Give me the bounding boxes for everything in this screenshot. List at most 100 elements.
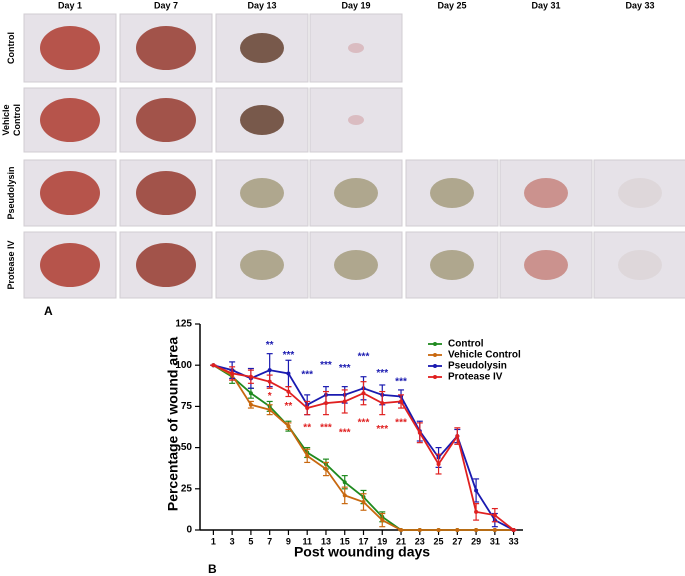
significance-label: *** [339, 363, 351, 374]
x-tick-label: 19 [377, 536, 387, 546]
wound [334, 250, 378, 280]
wound [334, 178, 378, 208]
x-tick-label: 5 [248, 536, 253, 546]
x-tick-label: 15 [340, 536, 350, 546]
significance-label: ** [285, 401, 293, 412]
significance-label: *** [376, 368, 388, 379]
data-point [248, 374, 253, 379]
data-point [492, 513, 497, 518]
data-point [417, 528, 422, 532]
y-tick-label: 100 [175, 360, 192, 371]
data-point [436, 528, 441, 532]
x-tick-label: 27 [452, 536, 462, 546]
data-point [399, 528, 404, 532]
significance-label: *** [358, 352, 370, 363]
data-point [305, 453, 310, 458]
row-label-line: Control [6, 32, 16, 64]
x-tick-label: 1 [211, 536, 216, 546]
data-point [286, 389, 291, 394]
significance-label: * [268, 391, 272, 402]
data-point [323, 467, 328, 472]
significance-label: *** [320, 360, 332, 371]
row-label-line: Protease IV [6, 240, 16, 289]
data-point [342, 480, 347, 485]
data-point [323, 401, 328, 406]
y-axis-label: Percentage of wound area [165, 337, 181, 511]
data-point [342, 399, 347, 404]
data-point [455, 528, 460, 532]
data-point [511, 528, 516, 532]
wound [136, 98, 196, 142]
y-tick-label: 25 [181, 483, 193, 494]
data-point [248, 402, 253, 407]
legend-marker [433, 342, 437, 346]
legend-label: Protease IV [448, 372, 503, 383]
significance-label: ** [303, 422, 311, 433]
data-point [399, 399, 404, 404]
wound [40, 171, 100, 215]
data-point [492, 528, 497, 532]
wound [136, 171, 196, 215]
wound [40, 26, 100, 70]
x-axis-label: Post wounding days [294, 544, 430, 560]
data-point [267, 379, 272, 384]
row-label-line: Control [12, 104, 22, 136]
x-tick-label: 21 [396, 536, 406, 546]
data-point [305, 406, 310, 411]
wound [348, 115, 364, 125]
significance-label: *** [395, 418, 407, 429]
x-tick-label: 17 [358, 536, 368, 546]
wound [348, 43, 364, 53]
data-point [286, 424, 291, 429]
data-point [380, 401, 385, 406]
column-header: Day 13 [247, 0, 276, 10]
significance-label: *** [320, 422, 332, 433]
significance-label: *** [395, 376, 407, 387]
row-label: Control [6, 32, 16, 64]
data-point [286, 371, 291, 376]
wound [524, 178, 568, 208]
y-tick-label: 50 [181, 442, 193, 453]
wound [240, 105, 284, 135]
wound [240, 250, 284, 280]
column-header: Day 19 [341, 0, 370, 10]
column-header: Day 1 [58, 0, 82, 10]
data-point [474, 509, 479, 514]
x-tick-label: 31 [490, 536, 500, 546]
legend-marker [433, 364, 437, 368]
column-header: Day 7 [154, 0, 178, 10]
wound [430, 178, 474, 208]
x-tick-label: 7 [267, 536, 272, 546]
data-point [361, 499, 366, 504]
wound [40, 243, 100, 287]
significance-label: ** [266, 340, 274, 351]
data-point [248, 391, 253, 396]
legend-marker [433, 375, 437, 379]
column-header: Day 33 [625, 0, 654, 10]
x-tick-label: 23 [415, 536, 425, 546]
x-tick-label: 9 [286, 536, 291, 546]
row-label: Protease IV [6, 240, 16, 289]
y-tick-label: 75 [181, 401, 193, 412]
significance-label: *** [339, 427, 351, 438]
wound [524, 250, 568, 280]
x-tick-label: 13 [321, 536, 331, 546]
wound [618, 178, 662, 208]
panel-label: A [44, 304, 53, 318]
data-point [230, 371, 235, 376]
significance-label: *** [376, 424, 388, 435]
panel-label: B [208, 562, 217, 576]
data-point [361, 391, 366, 396]
significance-label: *** [358, 418, 370, 429]
x-tick-label: 33 [509, 536, 519, 546]
row-label-line: Vehicle [1, 104, 11, 135]
x-tick-label: 11 [302, 536, 312, 546]
significance-label: *** [301, 370, 313, 381]
row-label-line: Pseudolysin [6, 166, 16, 219]
data-point [211, 363, 216, 368]
wound [40, 98, 100, 142]
legend-label: Vehicle Control [448, 350, 521, 361]
wound [136, 26, 196, 70]
y-tick-label: 125 [175, 319, 192, 330]
